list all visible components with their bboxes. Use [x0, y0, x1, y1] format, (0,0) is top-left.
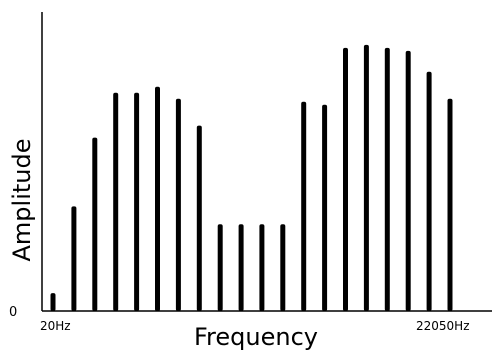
bar-14: [322, 104, 328, 311]
bar-18: [405, 50, 411, 312]
bar-8: [196, 125, 202, 311]
bar-4: [113, 92, 119, 311]
bar-7: [175, 98, 181, 311]
bar-5: [134, 92, 140, 311]
y-tick-label-0: 0: [9, 305, 17, 320]
x-tick-label-end: 22050Hz: [416, 319, 470, 333]
bar-15: [343, 47, 348, 312]
bars: [50, 44, 453, 312]
bar-1: [50, 293, 56, 311]
bar-2: [71, 206, 77, 311]
axes: [41, 12, 492, 312]
bar-12: [280, 224, 286, 311]
x-axis-title: Frequency: [194, 323, 318, 351]
bar-3: [92, 137, 98, 311]
bar-17: [384, 47, 390, 312]
bar-16: [363, 44, 369, 312]
bar-13: [301, 101, 307, 311]
y-axis-title: Amplitude: [8, 139, 36, 262]
bar-11: [259, 224, 265, 311]
bar-19: [426, 71, 432, 311]
bar-20: [447, 98, 453, 311]
x-tick-label-start: 20Hz: [40, 319, 71, 333]
bar-9: [217, 224, 223, 311]
bar-10: [238, 224, 244, 311]
bar-6: [155, 86, 160, 312]
